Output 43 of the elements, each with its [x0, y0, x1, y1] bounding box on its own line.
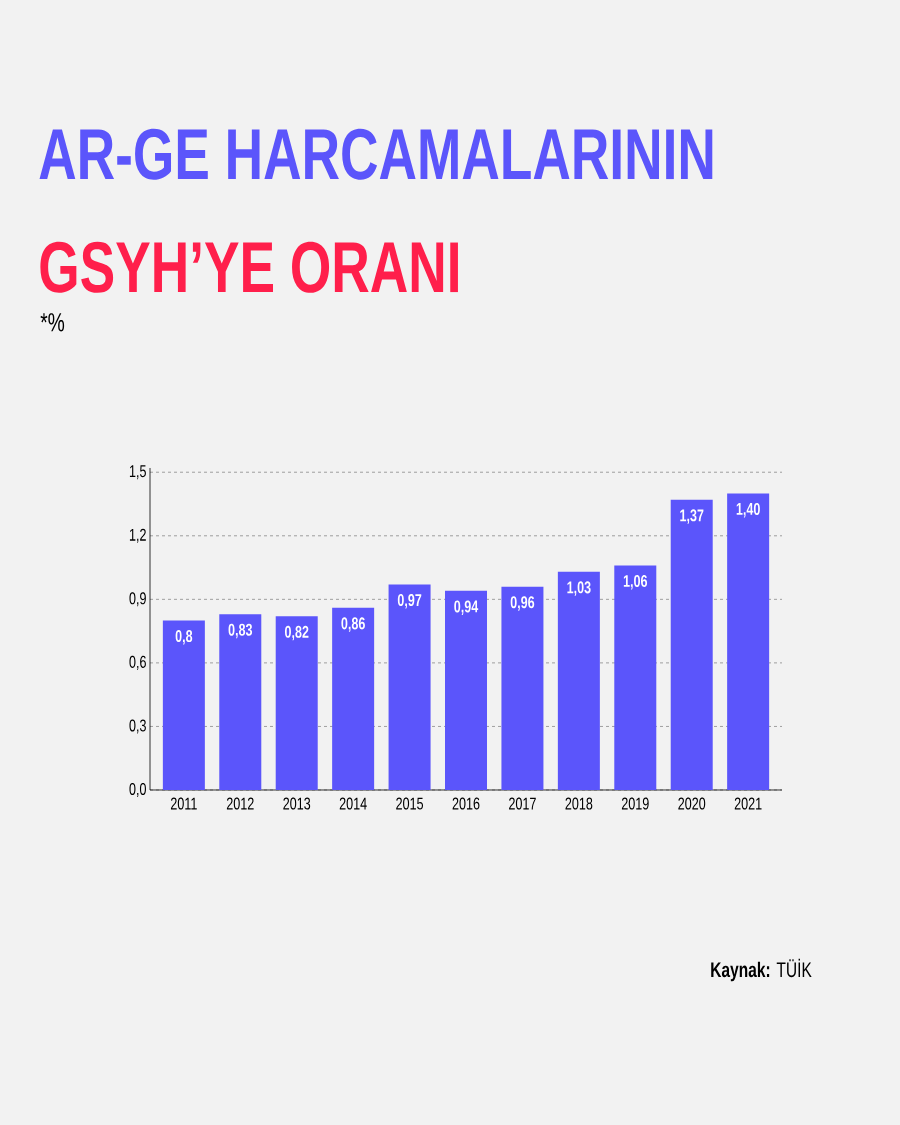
x-tick-label: 2012 — [226, 797, 254, 810]
data-label: 0,83 — [228, 623, 253, 639]
data-label: 0,94 — [454, 600, 479, 615]
x-tick-label: 2011 — [170, 797, 197, 810]
data-label: 0,82 — [284, 625, 309, 641]
x-tick-label: 2014 — [339, 797, 367, 810]
data-label: 1,40 — [736, 502, 760, 518]
data-label: 0,97 — [397, 594, 422, 609]
chart-title: AR-GE HARCAMALARININ — [39, 128, 713, 180]
y-tick-label: 0,6 — [129, 655, 146, 670]
bar — [614, 565, 657, 790]
data-label: 0,86 — [341, 617, 365, 632]
bar — [557, 571, 600, 790]
data-label: 1,03 — [567, 581, 591, 596]
data-label: 1,37 — [680, 509, 704, 524]
chart-subtitle: GSYH’YE ORANI — [40, 241, 458, 293]
x-tick-label: 2016 — [452, 797, 480, 810]
x-tick-label: 2015 — [396, 797, 424, 810]
data-label: 0,8 — [175, 630, 193, 645]
text: *% — [40, 313, 65, 332]
bar — [219, 614, 262, 790]
y-tick-label: 0,0 — [129, 782, 146, 798]
bar — [275, 616, 318, 790]
data-label: 0,96 — [510, 596, 535, 611]
x-tick-label: 2018 — [565, 797, 593, 810]
bar — [332, 607, 375, 790]
y-tick-label: 0,9 — [129, 592, 146, 607]
y-tick-label: 1,2 — [129, 528, 146, 543]
x-tick-label: 2021 — [734, 797, 762, 810]
bar — [670, 499, 713, 790]
bar — [501, 586, 544, 790]
y-tick-label: 1,5 — [129, 465, 146, 480]
y-tick-label: 0,3 — [129, 719, 146, 734]
x-tick-label: 2017 — [509, 797, 536, 810]
data-label: 1,06 — [623, 574, 648, 590]
bar — [162, 620, 205, 790]
bar — [445, 590, 488, 790]
bar — [388, 584, 431, 790]
x-tick-label: 2013 — [283, 797, 311, 810]
x-tick-label: 2020 — [678, 797, 706, 810]
text: Kaynak: TÜİK — [711, 958, 812, 982]
x-tick-label: 2019 — [621, 797, 649, 810]
bar — [727, 493, 770, 790]
